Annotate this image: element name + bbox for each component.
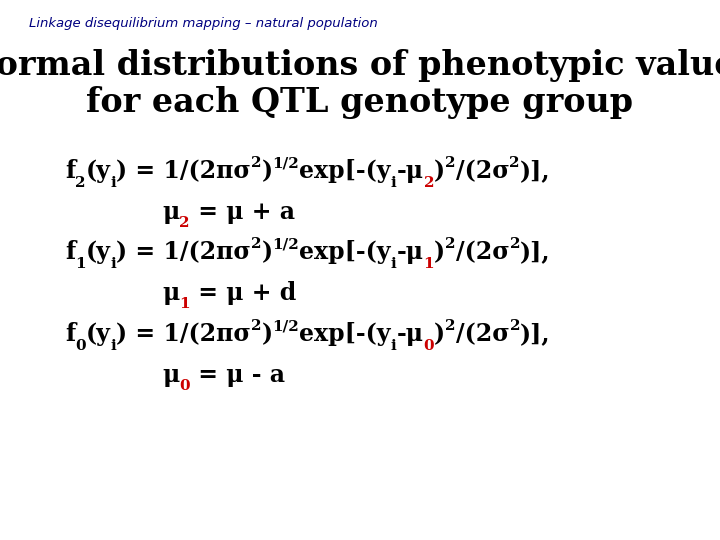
Text: ): ) — [434, 240, 446, 264]
Text: exp[-(y: exp[-(y — [300, 240, 391, 264]
Text: 2: 2 — [251, 157, 261, 171]
Text: 2: 2 — [510, 238, 520, 252]
Text: for each QTL genotype group: for each QTL genotype group — [86, 86, 634, 119]
Text: -μ: -μ — [397, 322, 423, 346]
Text: 2: 2 — [75, 176, 86, 190]
Text: 0: 0 — [179, 380, 190, 394]
Text: /(2σ: /(2σ — [456, 159, 510, 183]
Text: i: i — [110, 176, 116, 190]
Text: /(2σ: /(2σ — [456, 322, 510, 346]
Text: ) = 1/(2πσ: ) = 1/(2πσ — [116, 159, 251, 183]
Text: 1/2: 1/2 — [273, 157, 300, 171]
Text: )],: )], — [520, 159, 550, 183]
Text: 2: 2 — [446, 238, 456, 252]
Text: f: f — [65, 159, 75, 183]
Text: 2: 2 — [446, 320, 456, 334]
Text: i: i — [110, 339, 116, 353]
Text: μ: μ — [162, 200, 179, 224]
Text: 1/2: 1/2 — [273, 238, 300, 252]
Text: 2: 2 — [251, 238, 261, 252]
Text: ): ) — [434, 159, 445, 183]
Text: 1/2: 1/2 — [273, 320, 300, 334]
Text: 2: 2 — [423, 176, 434, 190]
Text: 2: 2 — [510, 157, 520, 171]
Text: /(2σ: /(2σ — [456, 240, 510, 264]
Text: 1: 1 — [179, 298, 190, 312]
Text: μ: μ — [162, 363, 179, 387]
Text: i: i — [391, 176, 397, 190]
Text: ) = 1/(2πσ: ) = 1/(2πσ — [116, 240, 251, 264]
Text: (y: (y — [86, 159, 110, 183]
Text: -μ: -μ — [397, 240, 423, 264]
Text: 1: 1 — [423, 257, 434, 271]
Text: 1: 1 — [75, 257, 86, 271]
Text: ): ) — [434, 322, 446, 346]
Text: μ: μ — [162, 281, 179, 305]
Text: = μ + a: = μ + a — [190, 200, 294, 224]
Text: 2: 2 — [179, 217, 190, 231]
Text: exp[-(y: exp[-(y — [300, 159, 391, 183]
Text: = μ - a: = μ - a — [190, 363, 285, 387]
Text: i: i — [391, 339, 397, 353]
Text: 0: 0 — [75, 339, 86, 353]
Text: Normal distributions of phenotypic values: Normal distributions of phenotypic value… — [0, 49, 720, 82]
Text: ): ) — [261, 240, 273, 264]
Text: ) = 1/(2πσ: ) = 1/(2πσ — [116, 322, 251, 346]
Text: exp[-(y: exp[-(y — [300, 322, 391, 346]
Text: ): ) — [261, 159, 273, 183]
Text: (y: (y — [86, 240, 110, 264]
Text: 2: 2 — [445, 157, 456, 171]
Text: 2: 2 — [251, 320, 261, 334]
Text: i: i — [391, 257, 397, 271]
Text: (y: (y — [86, 322, 110, 346]
Text: )],: )], — [520, 240, 551, 264]
Text: f: f — [65, 322, 75, 346]
Text: = μ + d: = μ + d — [190, 281, 296, 305]
Text: ): ) — [261, 322, 273, 346]
Text: f: f — [65, 240, 75, 264]
Text: 0: 0 — [423, 339, 434, 353]
Text: 2: 2 — [510, 320, 520, 334]
Text: i: i — [110, 257, 116, 271]
Text: )],: )], — [520, 322, 551, 346]
Text: Linkage disequilibrium mapping – natural population: Linkage disequilibrium mapping – natural… — [29, 17, 377, 30]
Text: -μ: -μ — [397, 159, 423, 183]
